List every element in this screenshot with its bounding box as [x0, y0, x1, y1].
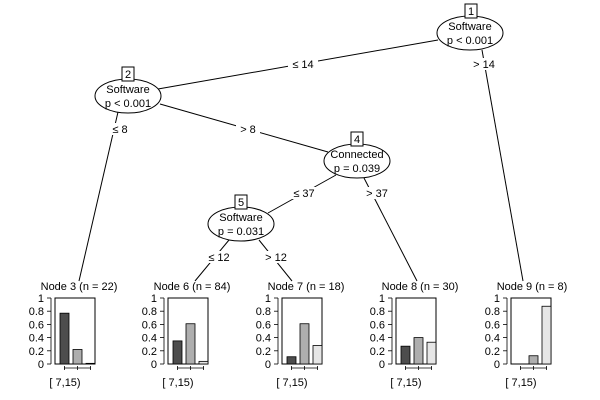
- bar-2: [72, 349, 83, 365]
- edge-label-bg: [362, 187, 392, 199]
- x-axis-label: [ 7,15): [49, 377, 80, 389]
- edge-label: ≤ 37: [293, 188, 314, 200]
- edge-label: > 12: [265, 252, 287, 264]
- bar-3: [198, 360, 209, 365]
- inner-node-5: 5 Software p = 0.031: [207, 194, 275, 242]
- edge-label: > 8: [240, 124, 256, 136]
- y-tick-label: 0.4: [370, 333, 385, 345]
- bar-3: [426, 341, 437, 365]
- edge-label-bg: [289, 187, 319, 199]
- bar-1: [400, 345, 411, 365]
- y-tick-label: 0.6: [370, 319, 385, 331]
- node-id-box: [464, 3, 478, 19]
- edge-label-bg: [108, 123, 132, 135]
- y-tick-label: 0.4: [142, 333, 157, 345]
- split-variable: Software: [106, 84, 149, 96]
- y-tick-label: 0.6: [485, 319, 500, 331]
- edge-label-bg: [236, 123, 260, 135]
- x-axis-label: [ 7,15): [162, 377, 193, 389]
- terminal-title: Node 6 (n = 84): [154, 281, 231, 293]
- node-id: 2: [125, 69, 131, 81]
- edge-label-bg: [469, 58, 499, 70]
- y-tick-label: 0.4: [256, 333, 271, 345]
- bar-1: [59, 312, 70, 365]
- terminal-title: Node 7 (n = 18): [268, 281, 345, 293]
- x-axis-label: [ 7,15): [276, 377, 307, 389]
- y-tick-label: 0.8: [142, 306, 157, 318]
- terminal-node-7: Node 7 (n = 18) 00.20.4 0.60.81 [ 7,15): [256, 281, 345, 389]
- edge-label: > 37: [366, 188, 388, 200]
- y-tick-label: 0.8: [485, 306, 500, 318]
- split-variable: Software: [219, 212, 262, 224]
- inner-node-4: 4 Connected p = 0.039: [323, 131, 391, 179]
- bar-3: [85, 362, 96, 365]
- split-variable: Software: [448, 21, 491, 33]
- node-id: 5: [238, 197, 244, 209]
- node-id-box: [121, 66, 135, 82]
- y-tick-label: 0: [265, 359, 271, 371]
- y-tick-label: 0.2: [29, 346, 44, 358]
- y-tick-label: 0.8: [256, 306, 271, 318]
- p-value: p = 0.039: [334, 163, 380, 175]
- edge-line-1-9: [481, 49, 524, 282]
- p-value: p < 0.001: [447, 35, 493, 47]
- y-tick-label: 1: [151, 293, 157, 305]
- y-tick-label: 0.8: [29, 306, 44, 318]
- terminal-title: Node 9 (n = 8): [497, 281, 568, 293]
- split-variable: Connected: [330, 149, 383, 161]
- bar-2: [528, 355, 539, 365]
- p-value: p = 0.031: [218, 226, 264, 238]
- y-tick-label: 0.4: [29, 333, 44, 345]
- bar-3: [541, 305, 552, 365]
- edge-label-bg: [261, 251, 291, 263]
- x-axis-label: [ 7,15): [505, 377, 536, 389]
- y-tick-label: 0.4: [485, 333, 500, 345]
- y-tick-label: 0.2: [370, 346, 385, 358]
- bar-2: [299, 323, 310, 365]
- p-value: p < 0.001: [105, 98, 151, 110]
- node-id-box: [350, 131, 364, 147]
- terminal-node-8: Node 8 (n = 30) 00.20.4 0.60.81 [ 7,15): [370, 281, 459, 389]
- node-id-box: [234, 194, 248, 210]
- y-tick-label: 0.6: [29, 319, 44, 331]
- edge-label: ≤ 14: [292, 59, 313, 71]
- y-tick-label: 0.2: [256, 346, 271, 358]
- node-id: 1: [468, 6, 474, 18]
- terminal-node-9: Node 9 (n = 8) 00.20.4 0.60.81 [ 7,15): [485, 281, 568, 389]
- bar-3: [312, 345, 323, 365]
- y-tick-label: 0: [151, 359, 157, 371]
- terminal-title: Node 3 (n = 22): [41, 281, 118, 293]
- edge-label: ≤ 8: [112, 124, 127, 136]
- inner-node-2: 2 Software p < 0.001: [94, 66, 162, 114]
- y-tick-label: 0.8: [370, 306, 385, 318]
- edge-line-2-3: [78, 111, 119, 282]
- terminal-title: Node 8 (n = 30): [382, 281, 459, 293]
- y-tick-label: 1: [379, 293, 385, 305]
- y-tick-label: 0.2: [142, 346, 157, 358]
- y-tick-label: 0.6: [256, 319, 271, 331]
- terminal-node-3: Node 3 (n = 22) 00.20.4 0.60.81 [ 7,15): [29, 281, 118, 389]
- bar-2: [413, 337, 424, 365]
- bar-1: [286, 356, 297, 365]
- y-tick-label: 0: [38, 359, 44, 371]
- y-tick-label: 0.2: [485, 346, 500, 358]
- y-tick-label: 0: [379, 359, 385, 371]
- y-tick-label: 1: [265, 293, 271, 305]
- edge-label-bg: [288, 58, 318, 70]
- y-tick-label: 0.6: [142, 319, 157, 331]
- node-id: 4: [354, 134, 360, 146]
- edge-label-bg: [204, 251, 234, 263]
- edges-group: ≤ 14 > 14 ≤ 8 > 8 ≤ 37 > 37 ≤ 12 > 12: [78, 39, 524, 282]
- y-tick-label: 0: [494, 359, 500, 371]
- terminal-node-6: Node 6 (n = 84) 00.20.4 0.60.81 [ 7,15): [142, 281, 231, 389]
- x-axis-label: [ 7,15): [390, 377, 421, 389]
- y-tick-label: 1: [38, 293, 44, 305]
- bar-2: [185, 323, 196, 365]
- bar-1: [172, 340, 183, 365]
- y-tick-label: 1: [494, 293, 500, 305]
- edge-label: ≤ 12: [208, 252, 229, 264]
- edge-label: > 14: [473, 59, 495, 71]
- inner-node-1: 1 Software p < 0.001: [436, 3, 504, 51]
